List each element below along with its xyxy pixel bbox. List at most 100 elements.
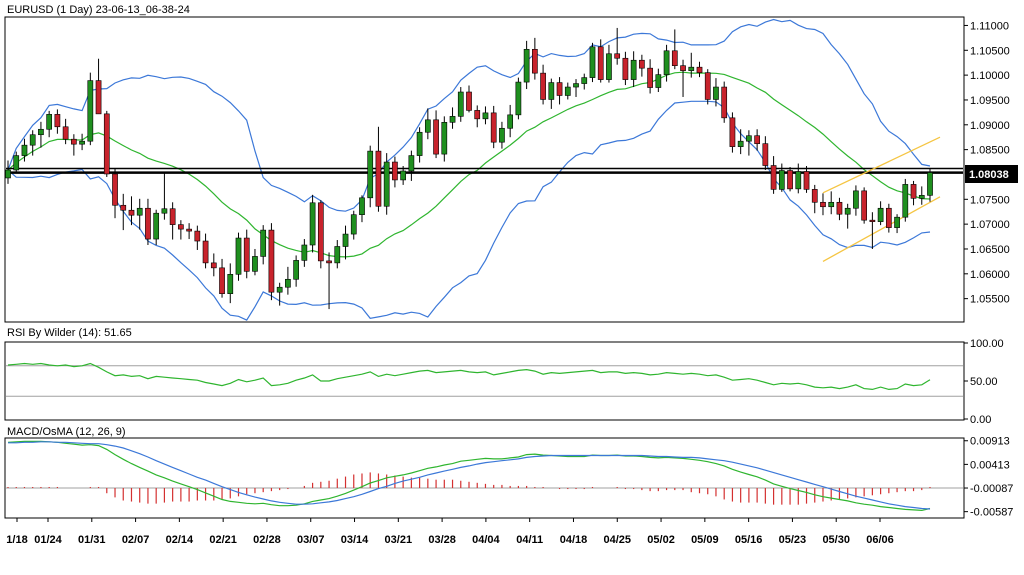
candle <box>910 180 917 206</box>
candle-body <box>564 86 571 96</box>
rsi-layer <box>6 362 963 397</box>
candle-body <box>861 190 867 221</box>
candle <box>219 258 225 298</box>
candle-body <box>597 46 604 80</box>
macd-layer <box>6 440 963 512</box>
candle <box>573 79 579 97</box>
candle-body <box>482 112 489 120</box>
channel-lower-line <box>822 196 941 262</box>
candle-body <box>927 172 933 196</box>
bollinger-middle-line <box>7 71 931 258</box>
candle-body <box>400 170 406 181</box>
date-axis-label: 02/14 <box>166 534 194 546</box>
candle-body <box>704 72 711 100</box>
candle <box>688 52 695 78</box>
candle-body <box>103 113 110 175</box>
candle-body <box>499 127 505 143</box>
candle <box>639 54 645 77</box>
candle <box>762 136 769 170</box>
candle <box>392 156 398 188</box>
candle <box>449 107 456 129</box>
candle <box>252 248 258 276</box>
candle <box>597 39 604 83</box>
candle <box>186 223 192 240</box>
candle-body <box>276 286 283 293</box>
date-axis-label: 03/14 <box>341 534 369 546</box>
candle <box>260 225 267 265</box>
candle-body <box>79 140 85 145</box>
candle <box>301 239 308 267</box>
candle-body <box>383 161 390 207</box>
candle <box>885 203 892 233</box>
candle <box>515 77 522 120</box>
candle <box>721 81 728 123</box>
candle-body <box>5 169 11 179</box>
date-axis-label: 1/18 <box>6 534 27 546</box>
candle <box>746 130 752 156</box>
candle <box>243 229 250 279</box>
macd-panel-frame <box>4 437 965 519</box>
rsi-line <box>7 362 931 391</box>
price-axis-label: 1.05500 <box>970 294 1010 306</box>
candle-body <box>178 224 184 230</box>
candle-body <box>746 135 752 142</box>
candle <box>556 77 563 105</box>
candle-body <box>441 122 448 155</box>
candle <box>367 145 374 208</box>
candle <box>589 42 596 83</box>
candle <box>655 68 662 93</box>
candle <box>268 223 275 301</box>
candle-body <box>540 72 546 100</box>
date-axis-label: 04/18 <box>560 534 588 546</box>
candle <box>5 160 11 184</box>
candle <box>630 51 637 88</box>
candle-body <box>680 65 686 71</box>
candle <box>408 150 415 181</box>
price-panel-frame <box>4 16 965 323</box>
candle-body <box>507 114 514 129</box>
candle-body <box>606 53 612 80</box>
candle-body <box>87 80 94 142</box>
candle-body <box>375 150 382 207</box>
candle-body <box>21 144 28 156</box>
current-price-label: 1.08038 <box>969 169 1009 181</box>
candle-body <box>219 267 225 294</box>
candle-body <box>885 207 892 228</box>
candle <box>350 210 357 240</box>
candle <box>375 126 382 212</box>
macd-line <box>7 440 931 512</box>
candle-body <box>334 246 341 264</box>
candle-body <box>515 81 522 116</box>
date-axis-label: 05/30 <box>822 534 850 546</box>
macd-signal-line <box>8 441 931 510</box>
candle <box>704 69 711 105</box>
candle <box>120 193 127 231</box>
candle-body <box>169 208 176 225</box>
candle-body <box>877 207 884 222</box>
candle <box>902 178 909 222</box>
candle <box>202 233 209 269</box>
rsi-axis-label: 100.00 <box>970 338 1004 350</box>
candle <box>457 87 464 122</box>
candle-body <box>548 82 555 100</box>
candle <box>71 134 77 156</box>
candle <box>309 194 316 253</box>
date-axis-label: 01/24 <box>34 534 62 546</box>
candle <box>548 78 555 109</box>
candle-body <box>38 128 44 136</box>
date-axis-label: 04/04 <box>472 534 500 546</box>
price-axis-label: 1.10500 <box>970 45 1010 57</box>
date-axis-label: 02/07 <box>122 534 150 546</box>
candle <box>680 59 686 97</box>
date-axis-label: 06/06 <box>866 534 894 546</box>
macd-axis-label: 0.00413 <box>970 459 1010 471</box>
candle <box>795 163 802 194</box>
candle-body <box>46 114 53 130</box>
candle-body <box>202 240 209 264</box>
date-axis-label: 02/21 <box>209 534 237 546</box>
candle <box>499 121 505 149</box>
candle-body <box>466 91 472 111</box>
candle-body <box>894 216 900 228</box>
candle <box>95 58 102 115</box>
